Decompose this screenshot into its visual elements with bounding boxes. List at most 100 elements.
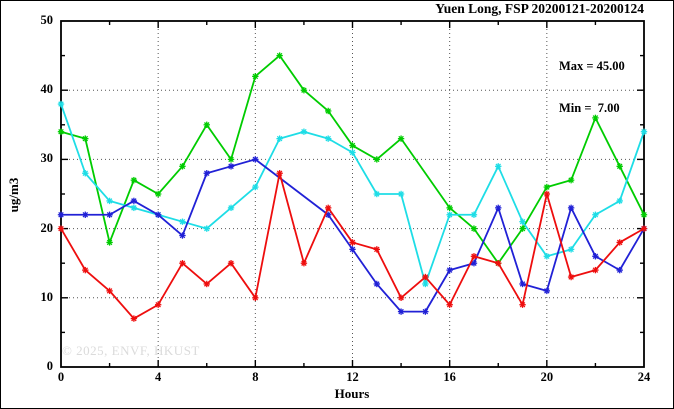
series-blue-marker — [325, 212, 331, 218]
series-blue-marker — [544, 288, 550, 294]
series-green-marker — [106, 239, 113, 246]
series-blue-marker — [495, 205, 502, 211]
series-green-marker — [446, 205, 453, 211]
series-blue-line — [61, 158, 645, 313]
series-blue-marker — [203, 170, 210, 176]
series-cyan-marker — [495, 163, 502, 170]
series-blue-marker — [252, 156, 259, 163]
y-axis-label: ug/m3 — [6, 177, 21, 213]
max-annotation: Max = 45.00 — [559, 59, 625, 73]
series-green-marker — [301, 87, 307, 93]
series-green-line — [60, 54, 645, 265]
series-green-marker — [179, 163, 186, 170]
series-cyan-marker — [349, 149, 356, 156]
series-red-marker — [325, 205, 331, 211]
x-tick-label: 24 — [637, 370, 651, 384]
watermark: © 2025, ENVF, HKUST — [62, 343, 200, 358]
series-blue-marker — [349, 246, 356, 253]
series-green-marker — [82, 135, 89, 142]
series-green-marker — [203, 122, 210, 128]
series-red-marker — [228, 260, 234, 266]
series-cyan-marker — [276, 135, 283, 142]
series-green-marker — [58, 128, 64, 135]
y-tick-label: 50 — [40, 13, 54, 27]
series-green-marker — [276, 52, 283, 59]
series-red-marker — [349, 239, 356, 246]
series-red-marker — [374, 246, 380, 253]
series-green-marker — [325, 108, 331, 114]
series-cyan-marker — [568, 246, 574, 253]
x-axis-label: Hours — [334, 386, 370, 401]
series-blue-marker — [179, 232, 186, 239]
series-red-marker — [301, 260, 307, 266]
series-cyan-marker — [616, 198, 623, 204]
y-tick-label: 10 — [40, 289, 54, 304]
series-red-marker — [58, 225, 64, 232]
series-red-marker — [495, 260, 502, 266]
series-cyan-marker — [592, 212, 599, 218]
series-red-marker — [471, 253, 477, 260]
series-cyan-marker — [203, 225, 210, 232]
series-green-marker — [641, 212, 647, 218]
series-cyan-marker — [544, 253, 550, 260]
series-blue-marker — [228, 163, 234, 170]
y-tick-label: 20 — [40, 220, 54, 235]
series-blue-marker — [422, 308, 429, 315]
series-blue-marker — [374, 281, 380, 287]
series-red-marker — [422, 274, 429, 280]
series-red-marker — [276, 170, 283, 176]
x-tick-label: 4 — [155, 370, 162, 384]
series-red-marker — [252, 295, 259, 301]
series-green-marker — [155, 191, 161, 197]
chart-title: Yuen Long, FSP 20200121-20200124 — [435, 1, 644, 16]
series-red-marker — [568, 274, 574, 280]
series-green-marker — [228, 156, 234, 163]
series-cyan-marker — [301, 128, 307, 135]
series-red-marker — [616, 239, 623, 246]
series-blue-marker — [592, 253, 599, 260]
series-green-marker — [568, 177, 574, 183]
series-blue-marker — [58, 212, 64, 218]
x-tick-label: 0 — [57, 370, 65, 384]
series-blue-marker — [82, 212, 89, 218]
series-green-marker — [616, 163, 623, 170]
series-cyan-marker — [228, 205, 234, 211]
series-cyan-marker — [398, 191, 404, 197]
series-green-marker — [349, 142, 356, 149]
series-cyan-marker — [374, 191, 380, 197]
series-red-marker — [131, 315, 137, 322]
y-tick-label: 30 — [40, 151, 54, 166]
series-cyan-marker — [252, 184, 259, 190]
series-green-marker — [398, 135, 404, 142]
series-blue-marker — [568, 205, 574, 211]
series-red-marker — [203, 281, 210, 287]
series-red-marker — [641, 225, 647, 232]
series-red-marker — [155, 301, 161, 308]
x-tick-label: 12 — [346, 370, 359, 384]
series-red-marker — [544, 191, 550, 197]
series-blue-marker — [155, 212, 161, 218]
series-blue-marker — [519, 281, 526, 287]
series-cyan-marker — [422, 281, 429, 287]
series-red-marker — [106, 288, 113, 294]
series-blue-marker — [471, 260, 477, 266]
series-cyan-marker — [179, 218, 186, 225]
x-tick-label: 16 — [443, 370, 456, 384]
x-tick-label: 8 — [252, 370, 259, 384]
series-cyan-marker — [58, 101, 64, 107]
series-green-marker — [252, 73, 259, 80]
series-cyan-marker — [446, 212, 453, 218]
series-green-marker — [592, 115, 599, 121]
min-annotation: Min = 7.00 — [559, 101, 620, 115]
series-green-marker — [131, 177, 137, 183]
series-blue-marker — [131, 198, 137, 204]
x-tick-label: 20 — [540, 370, 554, 384]
series-blue-marker — [106, 212, 113, 218]
series-cyan-marker — [641, 128, 647, 135]
series-red-marker — [82, 267, 89, 273]
series-cyan-marker — [325, 135, 331, 142]
series-red-marker — [398, 295, 404, 301]
y-tick-label: 0 — [46, 359, 53, 373]
